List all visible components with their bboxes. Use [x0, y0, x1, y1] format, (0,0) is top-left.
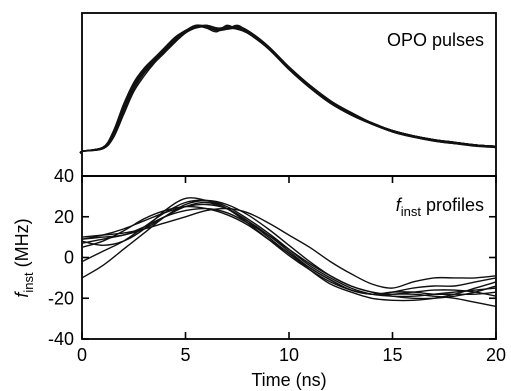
y-axis-label-main: f — [12, 291, 32, 298]
bottom-panel-ticks — [81, 175, 497, 340]
x-axis-label: Time (ns) — [251, 370, 326, 390]
y-tick-label: 40 — [54, 166, 74, 186]
bottom-panel-label-main: f — [396, 195, 403, 215]
finst-profile-trace-8 — [81, 207, 497, 297]
top-panel-label: OPO pulses — [387, 30, 484, 50]
y-tick-labels: -40 -20 0 20 40 — [48, 166, 74, 349]
opo-pulse-trace-6 — [79, 24, 497, 155]
x-tick-label: 20 — [486, 345, 506, 365]
y-tick-label: -40 — [48, 329, 74, 349]
y-axis-label-sub: inst — [21, 272, 36, 293]
finst-profile-trace-7 — [81, 205, 497, 302]
x-tick-label: 15 — [382, 345, 402, 365]
bottom-panel-label: finst profiles — [396, 195, 484, 219]
bottom-panel-traces — [81, 197, 497, 308]
x-tick-label: 0 — [77, 345, 87, 365]
bottom-panel-label-sub: inst — [401, 204, 422, 219]
x-tick-labels: 0 5 10 15 20 — [77, 345, 506, 365]
y-tick-label: 0 — [64, 248, 74, 268]
y-axis-label: finst (MHz) — [12, 218, 36, 297]
y-axis-label-rest: (MHz) — [12, 218, 32, 272]
top-panel-traces — [79, 24, 497, 155]
y-tick-label: 20 — [54, 207, 74, 227]
top-panel: OPO pulses — [79, 12, 497, 177]
y-tick-label: -20 — [48, 288, 74, 308]
finst-profile-trace-4 — [81, 207, 497, 289]
finst-profile-trace-1 — [81, 201, 497, 295]
finst-profile-trace-6 — [81, 203, 497, 296]
x-tick-label: 10 — [279, 345, 299, 365]
bottom-panel-label-rest: profiles — [421, 195, 484, 215]
x-tick-label: 5 — [180, 345, 190, 365]
opo-pulse-trace-7 — [79, 24, 497, 155]
